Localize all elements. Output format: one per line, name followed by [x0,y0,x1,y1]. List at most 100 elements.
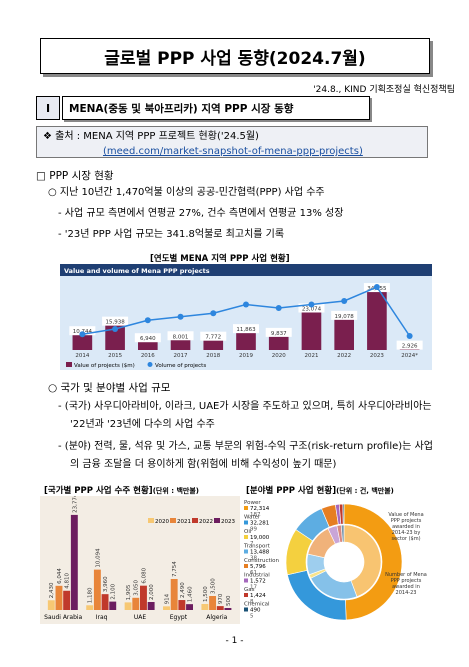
count-label: 8 [250,599,254,605]
bullet: - (분야) 전력, 물, 석유 및 가스, 교통 부문의 위험-수익 구조(r… [58,441,433,470]
point [308,301,315,308]
x-tick-label: 2018 [206,353,220,359]
value-label: 7,772 [205,335,221,341]
bar [147,602,155,610]
bar [224,608,232,610]
value-label: 9,837 [271,331,287,337]
legend-label: Volume of projects [155,363,206,369]
bar [170,578,178,610]
source-label: ❖ 출처 : MENA 지역 PPP 프로젝트 현황('24.5월) [43,131,259,142]
x-tick-label: Algeria [206,614,227,621]
point [177,313,184,320]
bar [63,590,71,610]
value-label: 19,078 [335,314,355,320]
source-box: ❖ 출처 : MENA 지역 PPP 프로젝트 현황('24.5월) (meed.… [36,126,428,158]
section-title: MENA(중동 및 북아프리카) 지역 PPP 시장 동향 [62,96,370,120]
value-label: 3,500 [210,578,216,594]
value-label: 3,960 [103,576,109,592]
value-label: 2,926 [402,344,418,350]
legend-swatch [244,564,248,568]
category-label: Transport [243,544,271,550]
value-label: 1,572 [250,579,266,585]
value-label: 1,424 [250,593,266,599]
label-box [167,331,194,341]
value-label: 970 [218,593,224,604]
x-tick-label: 2017 [174,353,188,359]
bar [101,594,109,610]
x-tick-label: 2022 [337,353,351,359]
value-label: 10,094 [95,548,101,568]
value-label: 72,314 [250,506,270,512]
bullet: - '23년 PPP 사업 규모는 341.8억불로 최고치를 기록 [58,229,285,240]
bar [301,307,322,350]
bar [47,600,55,610]
segment [343,503,403,621]
label-box [396,340,423,350]
chart-title: [국가별 PPP 사업 수주 현황] [44,486,153,496]
chart-title: [연도별 MENA 지역 PPP 사업 현황] [150,254,290,264]
value-label: 2,490 [180,582,186,598]
bar [93,569,101,610]
byline: '24.8., KIND 기획조정실 혁신정책팀 [313,85,455,95]
bar [209,596,217,610]
value-label: 23,074 [302,306,322,312]
bullet: - 사업 규모 측면에서 연평균 27%, 건수 측면에서 연평균 13% 성장 [58,208,344,219]
value-label: 4,810 [65,573,71,589]
bar [70,514,78,610]
category-label: Gas [244,587,255,593]
value-label: 3,050 [134,580,140,596]
label-box [134,333,161,343]
value-label: 2,430 [49,582,55,598]
label-box [102,316,129,326]
chart-unit: (단위 : 건, 백만불) [336,487,394,495]
label-box [265,327,292,337]
value-label: 23,774 [72,496,78,513]
chart: Value and volume of Mena PPP projects10,… [60,264,432,370]
label-box [233,324,259,334]
count-label: 5 [250,614,254,620]
bar [163,606,170,610]
page-number: - 1 - [225,636,244,646]
chart-unit: (단위 : 백만불) [152,487,199,495]
label-box [331,310,358,320]
x-tick-label: 2016 [141,353,155,359]
bar [367,287,387,350]
x-tick-label: 2019 [239,353,253,359]
section-number: I [36,96,60,120]
count-label: 17 [250,585,257,591]
bar [334,314,354,350]
value-label: 13,488 [250,550,270,556]
segment [343,524,382,598]
value-label: 7,754 [172,561,178,577]
legend-swatch [244,607,248,612]
value-label: 914 [164,593,170,604]
point [79,331,86,338]
heading: ○ 국가 및 분야별 사업 규모 [48,382,171,394]
note: Number of Mena PPP projects awarded in 2014… [385,572,427,596]
value-label: 6,940 [140,336,156,342]
value-label: 1,905 [126,584,132,600]
legend-swatch [244,593,248,597]
title: 글로벌 PPP 사업 동향(2024.7월) [40,38,430,74]
value-label: 1,500 [203,586,209,602]
count-label: 7 [250,541,254,547]
x-tick-label: UAE [134,614,146,621]
value-label: 2,000 [149,584,155,600]
x-tick-label: 2021 [304,353,318,359]
category-label: Construction [244,558,280,564]
value-label: 6,044 [57,568,63,584]
chart: Power72,314187Water32,28199Oil19,0007Tra… [242,496,432,624]
segment [342,503,345,525]
count-label: 99 [250,527,257,533]
chart-title: [분야별 PPP 사업 현황] [246,486,337,496]
x-tick-label: 2015 [108,353,122,359]
note: Value of Mena PPP projects awarded in 2014-… [388,512,423,542]
label-box [69,326,96,336]
bullet: - (국가) 사우디아라비아, 이라크, UAE가 시장을 주도하고 있으며, … [58,401,432,430]
legend-swatch [170,518,176,523]
legend-label: 2021 [177,519,191,525]
category-label: Chemical [244,602,270,608]
x-tick-label: 2020 [272,353,286,359]
